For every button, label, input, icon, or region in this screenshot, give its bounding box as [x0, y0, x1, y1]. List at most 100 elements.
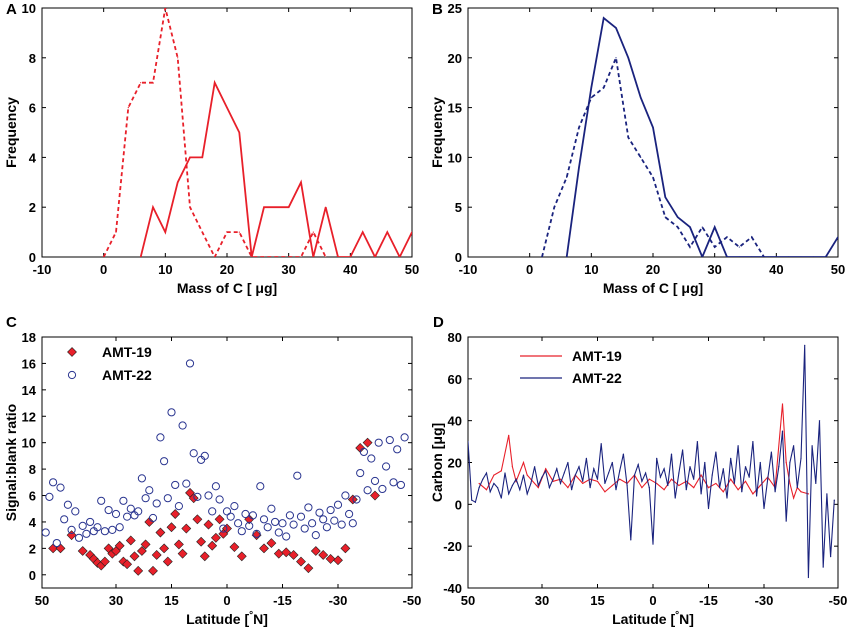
series-amt-22-point	[767, 478, 769, 480]
series-amt-22-point	[326, 505, 335, 515]
series-amt-19-point	[340, 543, 351, 554]
series-amt-22-point	[245, 521, 254, 531]
series-amt-19-point	[114, 540, 125, 551]
series-amt-22-point	[49, 478, 58, 487]
legend-item-amt-22-marker	[67, 370, 77, 380]
series-amt-19-point	[522, 461, 525, 464]
x-tick-label: 15	[590, 593, 604, 608]
data-layer	[541, 16, 838, 257]
series-amt-22-point	[468, 440, 469, 443]
series-amt-19-point	[99, 556, 110, 567]
y-tick-label: 10	[22, 1, 36, 16]
series-dashed-point	[578, 126, 580, 129]
series-amt-22-point	[522, 474, 525, 476]
series-amt-22-point	[722, 468, 724, 470]
series-amt-22-point	[382, 462, 391, 471]
series-amt-22-point	[744, 466, 747, 468]
series-amt-22-point	[160, 457, 169, 466]
series-amt-22-point	[93, 523, 102, 532]
series-amt-22-point	[293, 471, 302, 480]
series-solid-point	[263, 206, 265, 208]
series-amt-22-point	[667, 484, 669, 487]
series-amt-19-point	[162, 556, 173, 567]
x-tick-label: 40	[343, 262, 357, 277]
y-tick-label: 25	[448, 1, 462, 16]
series-amt-19-point	[759, 484, 761, 487]
y-tick-label: 0	[29, 250, 36, 265]
data-layer	[102, 8, 412, 257]
series-amt-19-point	[693, 487, 695, 489]
x-tick-label: 0	[100, 262, 107, 277]
series-amt-19-point	[129, 551, 140, 562]
series-solid-point	[226, 107, 228, 109]
series-amt-22-line	[468, 345, 835, 578]
series-amt-22-point	[126, 504, 135, 513]
series-solid-point	[590, 87, 592, 89]
series-amt-22-point	[818, 420, 821, 422]
series-amt-22-point	[737, 445, 739, 447]
series-amt-19-point	[303, 563, 314, 574]
series-solid-point	[399, 256, 401, 257]
series-amt-22-point	[185, 359, 195, 368]
series-amt-22-point	[674, 497, 676, 499]
x-tick-label: 30	[707, 262, 721, 277]
y-tick-label: 20	[448, 51, 462, 66]
series-amt-22-point	[778, 466, 780, 468]
y-tick-label: 14	[22, 383, 37, 398]
series-amt-22-point	[670, 453, 673, 455]
series-amt-22-point	[719, 487, 721, 489]
series-amt-22-point	[167, 408, 176, 417]
x-tick-label: 10	[584, 262, 598, 277]
series-amt-19-point	[707, 487, 710, 489]
series-dashed-line	[541, 54, 765, 257]
series-amt-19-point	[785, 461, 787, 464]
series-amt-22-point	[700, 493, 702, 495]
series-amt-19-point	[807, 493, 810, 495]
y-tick-label: 10	[448, 150, 462, 165]
series-amt-19-point	[140, 539, 151, 550]
y-tick-label: -20	[443, 539, 462, 554]
series-amt-22-point	[822, 566, 824, 568]
series-amt-22-point	[304, 503, 313, 512]
series-amt-22-point	[741, 491, 743, 493]
series-amt-19-point	[559, 478, 562, 480]
series-amt-19-point	[136, 546, 147, 556]
x-tick-label: -30	[755, 593, 774, 608]
series-dashed-point	[127, 107, 129, 109]
series-dashed-point	[566, 176, 568, 178]
series-amt-19-line	[478, 403, 809, 501]
series-amt-22-point	[485, 472, 488, 474]
series-amt-22-point	[178, 421, 187, 430]
x-axis-label: Mass of C [ μg]	[177, 280, 277, 296]
y-tick-label: 20	[448, 456, 462, 471]
series-amt-22-point	[526, 493, 528, 495]
series-amt-19-point	[596, 480, 599, 482]
series-amt-22-point	[42, 528, 50, 537]
series-solid-point	[689, 226, 691, 228]
series-amt-19-point	[181, 523, 192, 534]
series-amt-22-point	[319, 515, 328, 524]
series-amt-22-point	[78, 521, 87, 531]
series-amt-19-point	[166, 522, 177, 533]
series-solid-point	[238, 131, 240, 134]
series-amt-19-point	[619, 478, 621, 480]
series-dashed-point	[714, 246, 716, 248]
series-amt-22-point	[45, 492, 54, 501]
series-dashed-point	[164, 8, 166, 9]
series-amt-19-point	[159, 543, 170, 554]
series-amt-22-point	[589, 487, 591, 489]
series-solid-point	[738, 256, 740, 257]
x-tick-label: -50	[829, 593, 848, 608]
x-tick-label: 0	[526, 262, 533, 277]
series-amt-22-point	[826, 493, 828, 495]
series-solid-point	[664, 196, 666, 198]
series-amt-19-point	[656, 482, 658, 485]
series-amt-19-point	[125, 535, 136, 546]
series-solid-line	[565, 16, 838, 257]
y-tick-label: 2	[29, 200, 36, 215]
legend: AMT-19 AMT-22	[67, 344, 152, 383]
series-amt-19-point	[722, 491, 724, 493]
series-amt-19-point	[663, 489, 665, 491]
series-amt-22-point	[111, 509, 121, 519]
series-solid-point	[627, 57, 629, 59]
